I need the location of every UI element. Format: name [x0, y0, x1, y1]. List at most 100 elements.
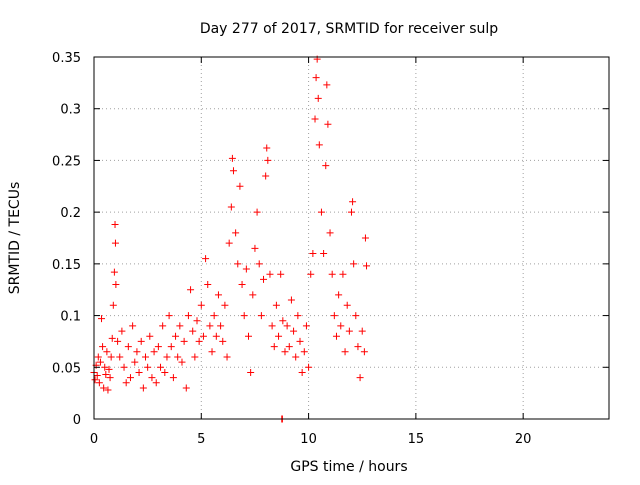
data-point [144, 363, 152, 371]
data-point [110, 268, 118, 276]
data-point [242, 265, 250, 273]
data-point [266, 270, 274, 278]
data-point [339, 270, 347, 278]
data-point [165, 312, 173, 320]
data-point [227, 203, 235, 211]
y-tick-label: 0.1 [60, 310, 81, 325]
data-point [221, 301, 229, 309]
data-point [345, 327, 353, 335]
y-tick-label: 0.15 [52, 258, 81, 273]
data-point [330, 312, 338, 320]
data-point [232, 229, 240, 237]
y-tick-label: 0.25 [52, 154, 81, 169]
data-point [326, 229, 334, 237]
data-point [348, 208, 355, 216]
x-tick-label: 5 [197, 432, 205, 447]
data-point [100, 384, 108, 392]
data-point [343, 301, 351, 309]
data-point [178, 358, 186, 366]
data-point [204, 281, 212, 289]
data-point [320, 250, 328, 258]
data-point [356, 374, 364, 382]
data-point [234, 260, 242, 268]
data-point [139, 384, 147, 392]
data-point [260, 275, 268, 283]
data-point [129, 322, 137, 330]
data-point [268, 322, 276, 330]
data-point [253, 208, 261, 216]
data-point [154, 343, 162, 351]
data-point [314, 94, 322, 102]
data-point [148, 374, 156, 382]
data-point [191, 353, 199, 361]
data-point [109, 301, 117, 309]
data-point [236, 182, 244, 190]
data-point [112, 281, 120, 289]
data-point [363, 262, 371, 270]
data-point [172, 332, 180, 340]
data-point [298, 368, 306, 376]
data-point [360, 348, 368, 356]
data-point [122, 379, 130, 387]
data-point [335, 291, 343, 299]
data-point [176, 322, 184, 330]
data-point [184, 312, 192, 320]
y-axis-title: SRMTID / TECUs [7, 182, 23, 295]
data-point [111, 239, 119, 247]
data-point [94, 353, 102, 361]
y-tick-label: 0.35 [52, 51, 81, 66]
data-point [270, 343, 278, 351]
data-point [187, 286, 195, 294]
data-point [104, 386, 112, 394]
data-point [124, 343, 132, 351]
data-point [137, 337, 145, 345]
data-point [152, 379, 160, 387]
points-layer [90, 55, 371, 423]
data-point [163, 353, 171, 361]
data-point [212, 332, 220, 340]
data-point [309, 250, 317, 258]
data-point [238, 281, 246, 289]
data-point [328, 270, 336, 278]
data-point [197, 301, 205, 309]
data-point [225, 239, 233, 247]
data-point [108, 334, 116, 342]
data-point [294, 312, 302, 320]
data-point [283, 322, 291, 330]
data-point [349, 198, 357, 206]
data-point [206, 322, 214, 330]
data-point [361, 234, 369, 242]
data-point [317, 208, 325, 216]
data-point [285, 343, 293, 351]
data-point [107, 353, 115, 361]
data-point [131, 358, 139, 366]
y-tick-label: 0.2 [60, 206, 81, 221]
data-point [195, 337, 203, 345]
x-axis-title: GPS time / hours [290, 459, 407, 475]
data-point [312, 74, 320, 82]
data-point [228, 154, 236, 162]
data-point [208, 348, 216, 356]
data-point [350, 260, 358, 268]
data-point [99, 343, 107, 351]
data-point [287, 296, 295, 304]
data-point [142, 353, 149, 361]
data-point [193, 317, 201, 325]
data-point [106, 374, 114, 382]
data-point [352, 312, 360, 320]
data-point [114, 337, 122, 345]
data-point [210, 312, 218, 320]
ticks-layer: 0 5 10 15 20 0 0.05 0.1 0.15 0.2 0.25 0.3 0.35 [52, 51, 609, 447]
data-point [311, 115, 319, 123]
data-point [118, 327, 126, 335]
data-point [275, 332, 283, 340]
y-tick-label: 0 [73, 413, 81, 428]
data-point [199, 332, 207, 340]
data-point [247, 368, 255, 376]
data-point [262, 172, 270, 180]
data-point [219, 337, 227, 345]
data-point [323, 81, 331, 89]
data-point [159, 322, 167, 330]
data-point [305, 363, 313, 371]
